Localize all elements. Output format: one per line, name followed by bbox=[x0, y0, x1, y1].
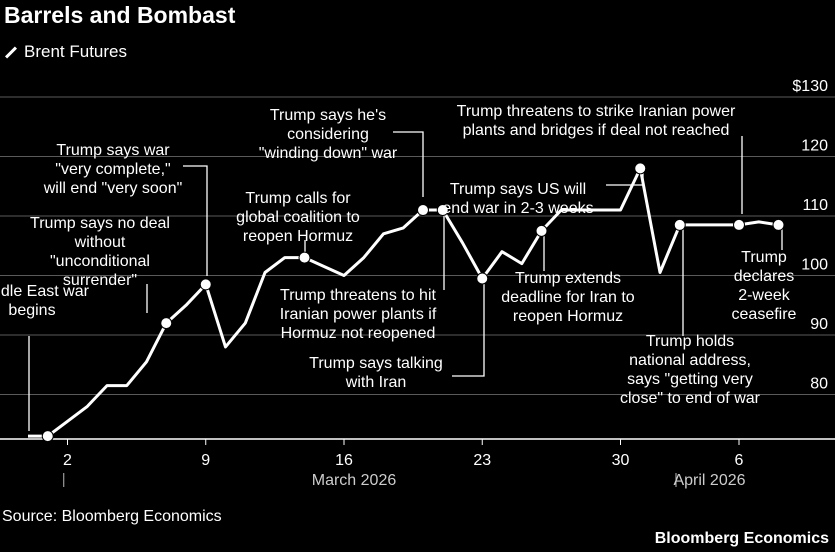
month-label: March 2026 bbox=[312, 472, 397, 489]
annotation-line: declares bbox=[734, 268, 794, 285]
chart-title: Barrels and Bombast bbox=[4, 2, 236, 28]
annotation-line: Trump says US will bbox=[450, 181, 586, 198]
grid-lines: $130 80 90 100 110 120 bbox=[0, 78, 835, 395]
y-tick-label-top: $130 bbox=[792, 78, 828, 95]
annotation-label: Trump declares 2-week ceasefire bbox=[732, 249, 797, 323]
annotation-line: reopen Hormuz bbox=[513, 308, 623, 325]
annotation-line: Trump bbox=[741, 249, 787, 266]
y-tick-label: 90 bbox=[810, 316, 828, 333]
annotation-leader bbox=[393, 131, 424, 197]
annotation-line: Trump holds bbox=[646, 333, 734, 350]
annotation-label: Trump says he's considering "winding down"… bbox=[259, 107, 398, 162]
annotation-line: considering bbox=[287, 126, 369, 143]
x-tick-label: 16 bbox=[335, 452, 353, 469]
annotation-line: "unconditional bbox=[50, 253, 150, 270]
annotation-line: ceasefire bbox=[732, 306, 797, 323]
x-axis: 2 9 16 23 30 6 March 2026 April 2026 bbox=[0, 438, 835, 489]
annotation-line: Trump says he's bbox=[270, 107, 386, 124]
legend: Brent Futures bbox=[4, 42, 127, 62]
annotation-line: plants and bridges if deal not reached bbox=[463, 122, 730, 139]
annotation-line: reopen Hormuz bbox=[243, 228, 353, 245]
x-tick-label: 9 bbox=[201, 452, 210, 469]
annotation-line: Middle East war bbox=[0, 283, 90, 300]
annotation-line: Iranian power plants if bbox=[280, 306, 437, 323]
annotation-leader bbox=[452, 281, 485, 377]
y-tick-label: 80 bbox=[810, 376, 828, 393]
legend-label: Brent Futures bbox=[24, 42, 127, 61]
annotation-line: "winding down" war bbox=[259, 145, 398, 162]
annotation-label: Middle East war begins bbox=[0, 283, 90, 319]
brent-futures-line bbox=[28, 166, 779, 438]
annotation-line: surrender" bbox=[63, 272, 137, 289]
annotation-label: Trump says no deal without "unconditional s… bbox=[30, 215, 170, 289]
annotation-line: Trump extends bbox=[515, 270, 621, 287]
event-marker bbox=[772, 218, 785, 231]
annotation-line: national address, bbox=[629, 352, 751, 369]
y-tick-label: 110 bbox=[802, 197, 828, 214]
brand-logo: Bloomberg Economics bbox=[654, 530, 829, 547]
annotation-line: 2-week bbox=[738, 287, 791, 304]
annotation-line: Trump says no deal bbox=[30, 215, 170, 232]
event-marker bbox=[733, 218, 745, 231]
annotation-label: Trump holds national address, says "gettin… bbox=[620, 333, 761, 407]
event-marker bbox=[535, 224, 548, 237]
annotation-line: Trump says war bbox=[56, 142, 170, 159]
annotation-line: "very complete," bbox=[55, 161, 170, 178]
annotation-line: Trump threatens to hit bbox=[280, 287, 436, 304]
markers-layer bbox=[41, 162, 785, 443]
annotation-line: Trump calls for bbox=[245, 190, 351, 207]
series-layer bbox=[28, 166, 779, 438]
annotation-leader bbox=[183, 165, 208, 276]
annotation-line: deadline for Iran to bbox=[501, 289, 635, 306]
x-tick-label: 30 bbox=[612, 452, 630, 469]
annotation-line: Trump threatens to strike Iranian power bbox=[457, 103, 736, 120]
event-marker bbox=[298, 251, 311, 264]
event-marker bbox=[673, 218, 686, 231]
annotation-label: Trump threatens to strike Iranian power p… bbox=[457, 103, 736, 139]
annotation-line: end war in 2-3 weeks bbox=[442, 200, 593, 217]
annotation-line: without bbox=[74, 234, 126, 251]
event-marker bbox=[417, 204, 429, 217]
annotation-line: says "getting very bbox=[627, 371, 753, 388]
event-marker bbox=[160, 317, 173, 330]
event-marker bbox=[199, 278, 212, 291]
annotation-leaders bbox=[28, 131, 783, 431]
event-marker bbox=[634, 162, 647, 175]
x-tick-label: 2 bbox=[63, 452, 72, 469]
annotation-label: Trump threatens to hit Iranian power plan… bbox=[280, 287, 437, 342]
annotation-labels: Middle East war begins Trump says no deal w… bbox=[0, 103, 797, 407]
annotation-line: close" to end of war bbox=[620, 390, 761, 407]
annotation-label: Trump says US will end war in 2-3 weeks bbox=[442, 181, 593, 217]
annotation-label: Trump says war "very complete," will end "… bbox=[43, 142, 183, 197]
x-tick-label: 23 bbox=[473, 452, 491, 469]
annotation-label: Trump says talking with Iran bbox=[309, 355, 443, 391]
annotation-line: begins bbox=[8, 302, 55, 319]
annotation-line: will end "very soon" bbox=[43, 180, 183, 197]
annotation-label: Trump extends deadline for Iran to reopen … bbox=[501, 270, 635, 325]
annotation-line: Trump says talking bbox=[309, 355, 443, 372]
month-label: April 2026 bbox=[673, 472, 745, 489]
annotation-line: with Iran bbox=[345, 374, 406, 391]
x-tick-label: 6 bbox=[735, 452, 744, 469]
event-marker bbox=[436, 204, 449, 217]
y-tick-label: 120 bbox=[801, 138, 828, 155]
event-marker bbox=[476, 272, 489, 285]
event-marker bbox=[41, 430, 54, 443]
source-note: Source: Bloomberg Economics bbox=[2, 508, 222, 525]
annotation-line: Hormuz not reopened bbox=[281, 325, 436, 342]
annotation-line: global coalition to bbox=[236, 209, 360, 226]
y-tick-label: 100 bbox=[801, 257, 828, 274]
annotation-label: Trump calls for global coalition to reopen… bbox=[236, 190, 360, 245]
